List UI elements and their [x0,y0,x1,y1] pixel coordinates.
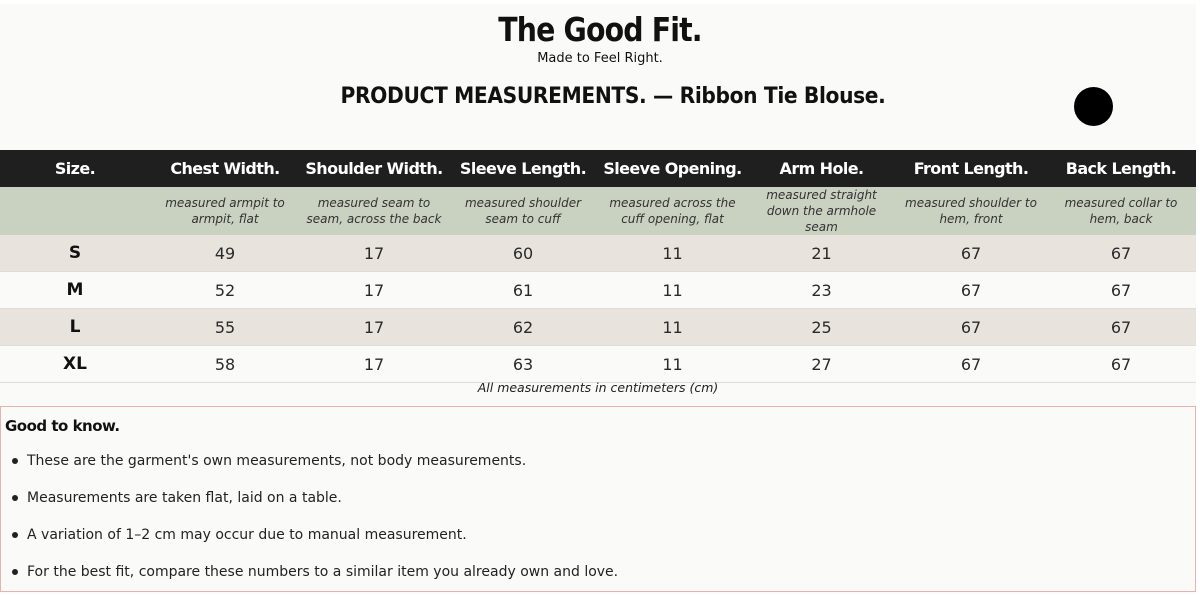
table-cell: 67 [1046,235,1196,272]
column-description-size [0,187,150,235]
table-cell: 67 [896,235,1046,272]
bullet-icon [12,458,18,464]
table-cell: 17 [300,235,448,272]
table-row: XL 58 17 63 11 27 67 67 [0,345,1196,383]
table-cell: 67 [1046,345,1196,383]
good-to-know-title: Good to know. [5,417,120,435]
column-header-arm-hole: Arm Hole. [747,150,896,187]
column-description-sleeve-opening: measured across the cuff opening, flat [598,187,747,235]
table-cell: 52 [150,271,300,309]
list-item-text: A variation of 1–2 cm may occur due to m… [27,527,467,543]
column-description-back-length: measured collar to hem, back [1046,187,1196,235]
bullet-icon [12,569,18,575]
column-description-sleeve-length: measured shoulder seam to cuff [448,187,598,235]
table-header-row: Size. Chest Width. Shoulder Width. Sleev… [0,150,1196,187]
column-header-back-length: Back Length. [1046,150,1196,187]
table-cell: 17 [300,271,448,309]
bullet-icon [12,495,18,501]
list-item: For the best fit, compare these numbers … [1,562,618,599]
size-cell: L [0,308,150,346]
brand-title: The Good Fit. [498,10,702,49]
table-cell: 55 [150,308,300,346]
top-edge [0,0,1200,4]
table-cell: 11 [598,308,747,346]
column-description-shoulder-width: measured seam to seam, across the back [300,187,448,235]
list-item: A variation of 1–2 cm may occur due to m… [1,525,618,562]
table-row: S 49 17 60 11 21 67 67 [0,235,1196,272]
column-description-chest-width: measured armpit to armpit, flat [150,187,300,235]
column-description-front-length: measured shoulder to hem, front [896,187,1046,235]
column-description-arm-hole: measured straight down the armhole seam [747,187,896,235]
table-cell: 49 [150,235,300,272]
good-to-know-list: These are the garment's own measurements… [1,451,618,599]
table-cell: 60 [448,235,598,272]
size-cell: S [0,235,150,272]
table-cell: 11 [598,271,747,309]
table-cell: 67 [896,345,1046,383]
table-cell: 63 [448,345,598,383]
column-header-sleeve-opening: Sleeve Opening. [598,150,747,187]
table-description-row: measured armpit to armpit, flat measured… [0,187,1196,235]
size-cell: M [0,271,150,309]
column-header-chest-width: Chest Width. [150,150,300,187]
black-circle-mark [1074,87,1113,126]
units-note: All measurements in centimeters (cm) [477,380,719,395]
table-cell: 17 [300,345,448,383]
table-cell: 11 [598,345,747,383]
product-title: PRODUCT MEASUREMENTS. — Ribbon Tie Blous… [340,84,886,109]
table-cell: 25 [747,308,896,346]
table-row: M 52 17 61 11 23 67 67 [0,271,1196,309]
table-cell: 23 [747,271,896,309]
list-item: Measurements are taken flat, laid on a t… [1,488,618,525]
right-edge [1196,0,1200,594]
table-cell: 21 [747,235,896,272]
table-cell: 58 [150,345,300,383]
table-cell: 11 [598,235,747,272]
column-header-sleeve-length: Sleeve Length. [448,150,598,187]
table-cell: 67 [896,271,1046,309]
good-to-know-box: Good to know. These are the garment's ow… [0,406,1196,592]
table-row: L 55 17 62 11 25 67 67 [0,308,1196,346]
column-header-size: Size. [0,150,150,187]
table-cell: 61 [448,271,598,309]
bullet-icon [12,532,18,538]
size-cell: XL [0,345,150,383]
table-cell: 67 [1046,308,1196,346]
brand-tagline: Made to Feel Right. [537,51,663,66]
measurements-table: Size. Chest Width. Shoulder Width. Sleev… [0,150,1196,383]
table-cell: 67 [1046,271,1196,309]
column-header-shoulder-width: Shoulder Width. [300,150,448,187]
list-item-text: These are the garment's own measurements… [27,453,527,469]
table-cell: 27 [747,345,896,383]
table-cell: 17 [300,308,448,346]
table-cell: 67 [896,308,1046,346]
column-header-front-length: Front Length. [896,150,1046,187]
table-cell: 62 [448,308,598,346]
list-item: These are the garment's own measurements… [1,451,618,488]
list-item-text: For the best fit, compare these numbers … [27,564,619,580]
list-item-text: Measurements are taken flat, laid on a t… [27,490,342,506]
